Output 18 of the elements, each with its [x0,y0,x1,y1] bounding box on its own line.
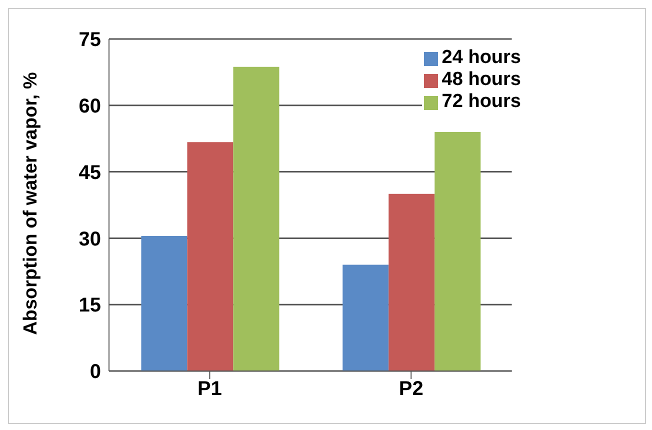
bar [434,132,481,371]
y-axis-title: Absorption of water vapor, % [20,72,42,335]
legend-label: 48 hours [442,69,521,90]
y-tick-label: 0 [90,361,101,384]
y-tick-label: 30 [78,228,101,250]
y-tick-label: 15 [78,294,101,317]
legend-label: 24 hours [442,47,521,68]
legend-label: 72 hours [442,91,521,112]
bar [342,264,389,371]
y-tick-label: 75 [78,29,101,52]
y-tick-label: 60 [78,96,101,118]
bar [233,66,280,371]
bar [388,194,435,371]
bar [187,142,234,371]
x-tick-label: P2 [398,378,424,400]
bar [141,236,188,371]
x-tick-label: P1 [197,378,222,400]
y-tick-label: 45 [78,162,101,184]
